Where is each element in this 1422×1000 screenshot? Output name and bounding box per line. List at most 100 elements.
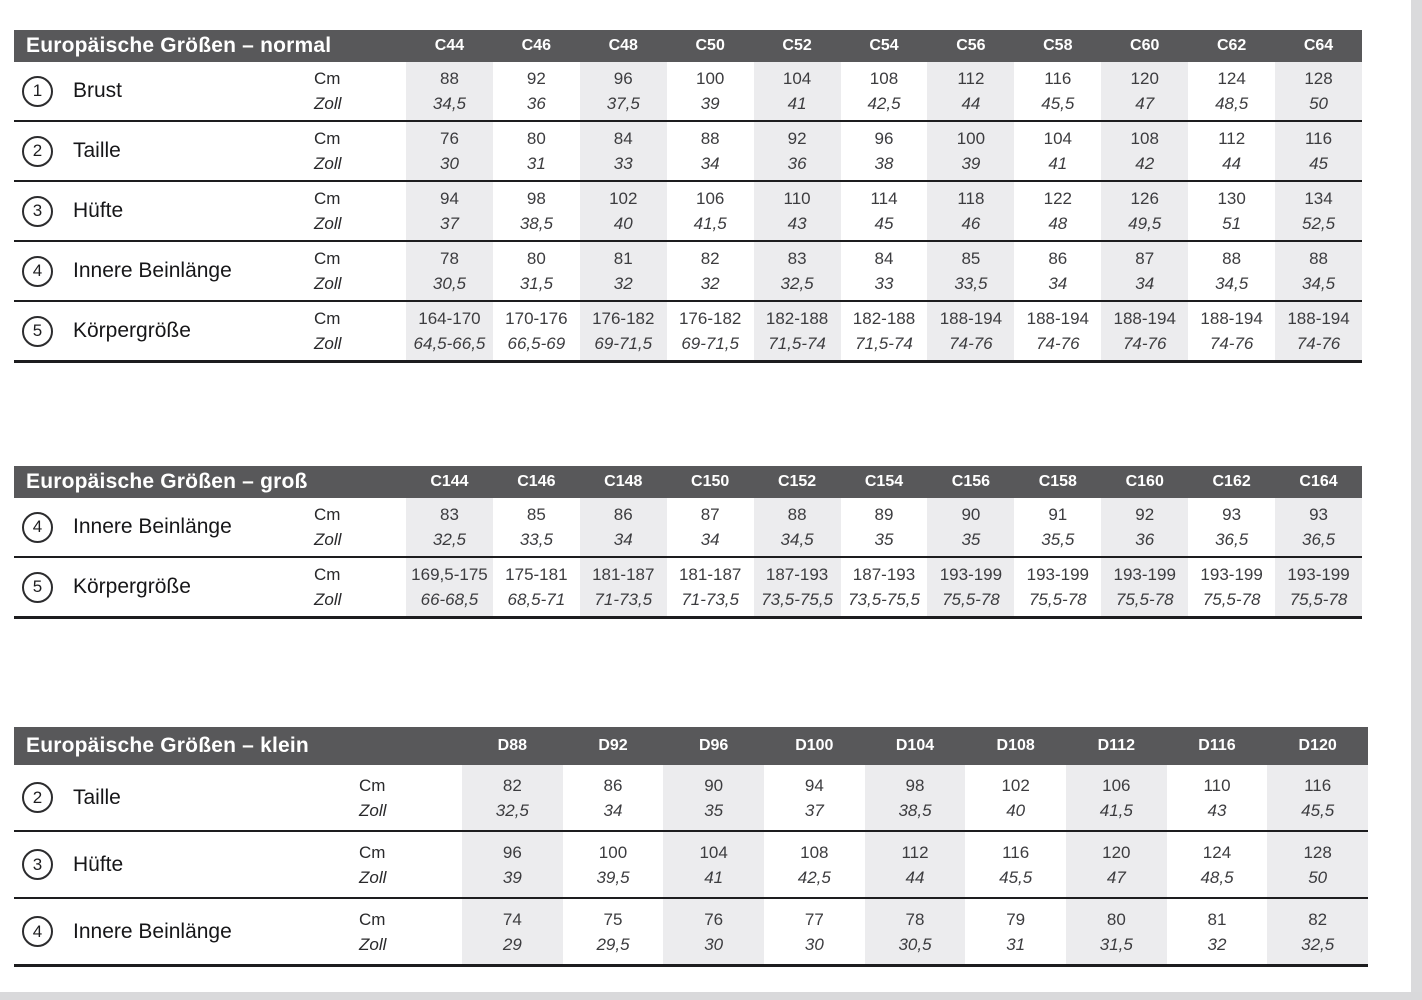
cm-value: 81 <box>1207 909 1227 929</box>
cm-value: 106 <box>1102 775 1131 795</box>
column-header-c44: C44 <box>434 37 465 54</box>
row-head: 5 Körpergröße <box>14 302 314 360</box>
cm-value: 193-199 <box>1287 565 1350 584</box>
value-cell-c60: 87 34 <box>1101 242 1189 300</box>
value-cell-c48: 81 32 <box>579 242 667 300</box>
value-cell-c60: 108 42 <box>1101 122 1189 180</box>
unit-zoll-label: Zoll <box>314 590 342 609</box>
cm-value: 96 <box>874 129 894 148</box>
zoll-value: 48 <box>1048 214 1068 233</box>
zoll-value: 41,5 <box>1099 800 1133 820</box>
cm-value: 80 <box>526 249 546 268</box>
row-number-badge: 2 <box>22 135 53 167</box>
column-header-d116: D116 <box>1198 737 1236 754</box>
cm-value: 193-199 <box>939 565 1003 584</box>
row-head: 4 Innere Beinlänge <box>14 498 314 556</box>
value-cell-c48: 84 33 <box>579 122 667 180</box>
value-cell-c56: 85 33,5 <box>927 242 1015 300</box>
value-cell-d112: 120 47 <box>1065 832 1167 897</box>
cm-value: 90 <box>704 775 724 795</box>
zoll-value: 75,5-78 <box>942 590 1000 609</box>
measurement-row-4: 4 Innere Beinlänge Cm Zoll 83 32,5 85 33,5 86 34 8… <box>14 498 1362 556</box>
cm-value: 114 <box>870 189 898 208</box>
cm-value: 120 <box>1130 69 1159 88</box>
zoll-value: 39 <box>502 867 522 887</box>
value-cell-d100: 94 37 <box>764 765 865 830</box>
value-cell-d100: 77 30 <box>764 899 865 964</box>
cm-value: 102 <box>609 189 638 208</box>
unit-cm-label: Cm <box>359 909 386 929</box>
value-cell-c146: 85 33,5 <box>493 498 580 556</box>
value-cell-c58: 116 45,5 <box>1014 62 1101 120</box>
cm-value: 187-193 <box>765 565 829 584</box>
cm-value: 94 <box>804 775 824 795</box>
zoll-value: 64,5-66,5 <box>413 334 486 353</box>
value-cell-c62: 188-194 74-76 <box>1188 302 1275 360</box>
zoll-value: 73,5-75,5 <box>761 590 833 609</box>
zoll-value: 46 <box>961 214 981 233</box>
zoll-value: 35 <box>704 800 724 820</box>
cm-value: 182-188 <box>765 309 829 328</box>
cm-value: 100 <box>956 129 986 148</box>
value-cell-c44: 88 34,5 <box>406 62 493 120</box>
value-cell-c50: 100 39 <box>667 62 754 120</box>
cm-value: 85 <box>961 249 981 268</box>
cm-value: 87 <box>1135 249 1155 268</box>
column-header-c156: C156 <box>951 473 991 490</box>
zoll-value: 71,5-74 <box>768 334 826 353</box>
cm-value: 83 <box>787 249 807 268</box>
zoll-value: 44 <box>961 94 981 113</box>
zoll-value: 41 <box>704 867 724 887</box>
value-cell-c44: 76 30 <box>406 122 493 180</box>
unit-zoll-label: Zoll <box>314 274 342 293</box>
zoll-value: 32,5 <box>1301 934 1335 954</box>
value-cell-c64: 134 52,5 <box>1275 182 1362 240</box>
cm-value: 193-199 <box>1113 565 1176 584</box>
column-header-c60: C60 <box>1130 37 1160 54</box>
measurement-label: Hüfte <box>73 852 124 876</box>
cm-value: 176-182 <box>678 309 742 328</box>
unit-zoll-label: Zoll <box>359 934 387 954</box>
column-header-c164: C164 <box>1299 473 1338 490</box>
zoll-value: 38,5 <box>519 214 553 233</box>
value-cell-c52: 110 43 <box>753 182 841 240</box>
zoll-value: 42,5 <box>797 867 831 887</box>
zoll-value: 75,5-78 <box>1289 590 1348 609</box>
cm-value: 80 <box>526 129 546 148</box>
cm-value: 176-182 <box>592 309 655 328</box>
value-cell-c46: 80 31 <box>493 122 580 180</box>
zoll-value: 71-73,5 <box>681 590 739 609</box>
zoll-value: 68,5-71 <box>507 590 566 609</box>
zoll-value: 74-76 <box>949 334 993 353</box>
value-cell-d120: 82 32,5 <box>1267 899 1368 964</box>
value-cell-d104: 78 30,5 <box>864 899 966 964</box>
size-table-klein: Europäische Größen – klein D88 D92 D96 D100 D… <box>14 727 1368 967</box>
zoll-value: 43 <box>787 214 807 233</box>
table-header: Europäische Größen – groß C144 C146 C148 C15… <box>14 466 1362 498</box>
column-header-d92: D92 <box>598 737 628 754</box>
zoll-value: 41 <box>1048 154 1068 173</box>
value-cell-c54: 96 38 <box>841 122 928 180</box>
cm-value: 108 <box>869 69 899 88</box>
row-number-badge: 5 <box>22 315 53 347</box>
cm-value: 76 <box>704 909 724 929</box>
value-cell-d92: 75 29,5 <box>563 899 664 964</box>
table-header: Europäische Größen – klein D88 D92 D96 D100 D… <box>14 727 1368 765</box>
cm-value: 116 <box>1002 842 1030 862</box>
value-cell-c50: 88 34 <box>667 122 754 180</box>
column-header-d100: D100 <box>795 737 834 754</box>
unit-cm-label: Cm <box>314 129 341 148</box>
measurement-label: Innere Beinlänge <box>73 515 232 538</box>
cm-value: 112 <box>901 842 929 862</box>
cm-value: 188-194 <box>939 309 1003 328</box>
cm-value: 82 <box>502 775 522 795</box>
cm-value: 83 <box>439 505 459 524</box>
value-cell-c56: 118 46 <box>927 182 1015 240</box>
zoll-value: 36 <box>526 94 546 113</box>
row-number-badge: 4 <box>22 511 53 543</box>
cm-value: 93 <box>1222 505 1242 524</box>
unit-labels: Cm Zoll <box>314 182 406 240</box>
value-cell-c56: 112 44 <box>927 62 1015 120</box>
cm-value: 88 <box>700 129 720 148</box>
row-head: 4 Innere Beinlänge <box>14 899 359 964</box>
